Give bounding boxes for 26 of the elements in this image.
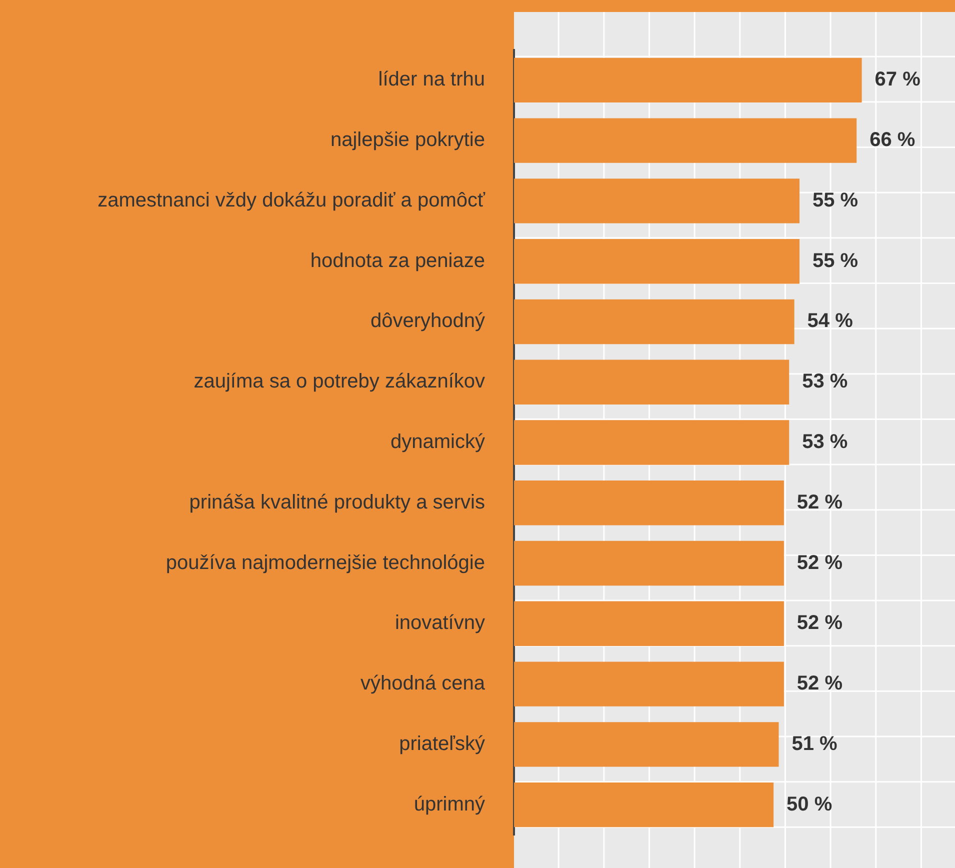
data-label: 54 %	[807, 310, 854, 332]
y-tick-label: líder na trhu	[378, 68, 485, 91]
y-tick-label: najlepšie pokrytie	[330, 129, 485, 152]
y-tick-label: dôveryhodný	[370, 310, 485, 332]
data-label: 55 %	[812, 189, 858, 212]
y-tick-label: priateľský	[399, 732, 485, 755]
data-label: 67 %	[874, 68, 921, 91]
data-label: 52 %	[796, 672, 843, 695]
y-tick-label: výhodná cena	[360, 672, 486, 695]
data-label: 52 %	[796, 552, 843, 574]
data-label: 52 %	[796, 491, 843, 514]
y-tick-label: prináša kvalitné produkty a servis	[189, 491, 485, 514]
data-label: 53 %	[802, 370, 848, 393]
data-label: 52 %	[796, 612, 843, 634]
data-label: 53 %	[802, 431, 848, 454]
y-tick-label: dynamický	[390, 431, 485, 454]
data-label: 55 %	[812, 250, 858, 272]
data-label: 66 %	[870, 129, 916, 152]
y-tick-label: hodnota za peniaze	[310, 250, 485, 272]
y-tick-label: inovatívny	[394, 612, 485, 634]
data-label: 50 %	[786, 793, 832, 816]
y-tick-label: úprimný	[414, 793, 485, 816]
y-tick-label: používa najmodernejšie technológie	[166, 552, 485, 574]
data-label: 51 %	[792, 732, 838, 755]
y-tick-label: zaujíma sa o potreby zákazníkov	[194, 370, 485, 393]
y-tick-label: zamestnanci vždy dokážu poradiť a pomôcť	[98, 189, 486, 212]
